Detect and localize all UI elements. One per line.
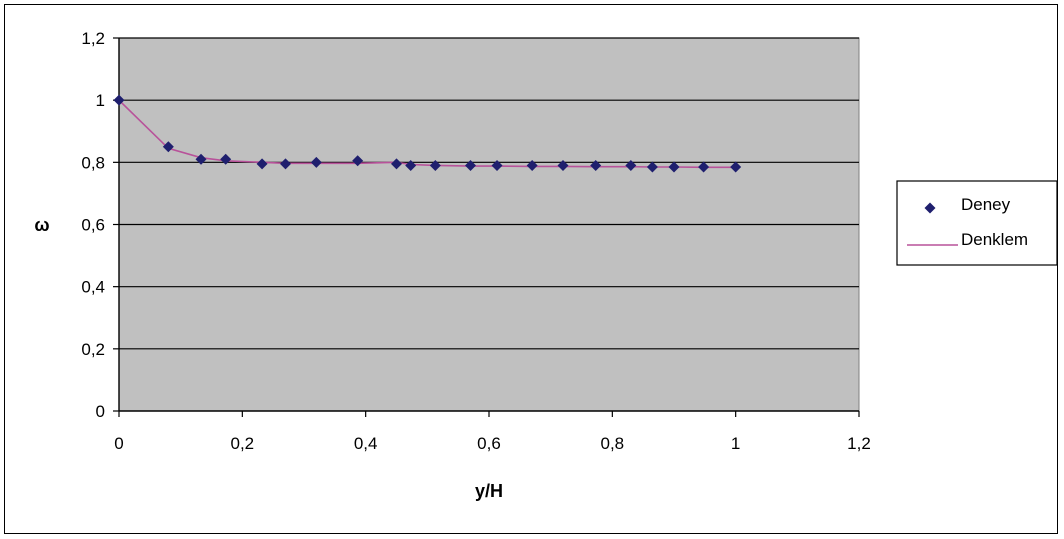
data-point-deney bbox=[310, 156, 322, 168]
data-point-deney bbox=[256, 158, 268, 170]
y-tick-labels: 0 0,2 0,4 0,6 0,8 1 1,2 bbox=[81, 29, 105, 421]
x-tick-label: 1 bbox=[731, 434, 740, 453]
data-point-deney bbox=[405, 159, 417, 171]
data-point-deney bbox=[491, 159, 503, 171]
data-point-deney bbox=[391, 158, 402, 170]
data-point-deney bbox=[698, 161, 710, 173]
data-point-deney bbox=[557, 159, 569, 171]
data-point-deney bbox=[220, 153, 232, 165]
legend-label: Deney bbox=[961, 195, 1011, 214]
data-point-deney bbox=[590, 159, 602, 171]
data-point-deney bbox=[526, 159, 538, 171]
y-axis-label: ω bbox=[34, 215, 49, 235]
data-point-deney bbox=[162, 141, 174, 153]
y-tick-label: 1 bbox=[96, 91, 105, 110]
x-tick-label: 0 bbox=[114, 434, 123, 453]
series-deney-group bbox=[113, 94, 742, 173]
data-point-deney bbox=[113, 94, 125, 106]
data-point-deney bbox=[646, 161, 658, 173]
y-tick-label: 1,2 bbox=[81, 29, 105, 48]
legend: Deney Denklem bbox=[896, 180, 1058, 266]
x-tick-label: 0,8 bbox=[601, 434, 625, 453]
x-tick-labels: 0 0,2 0,4 0,6 0,8 1 1,2 bbox=[114, 434, 871, 453]
x-tick-label: 1,2 bbox=[847, 434, 871, 453]
x-axis-label: y/H bbox=[475, 481, 503, 501]
data-point-deney bbox=[730, 161, 742, 173]
data-point-deney bbox=[625, 159, 637, 171]
x-tick-label: 0,6 bbox=[477, 434, 501, 453]
data-point-deney bbox=[352, 155, 364, 167]
y-tick-label: 0 bbox=[96, 402, 105, 421]
y-tick-label: 0,2 bbox=[81, 340, 105, 359]
y-tick-label: 0,4 bbox=[81, 278, 105, 297]
legend-marker-deney bbox=[924, 202, 936, 214]
data-point-deney bbox=[429, 159, 441, 171]
data-point-deney bbox=[195, 153, 207, 165]
x-tick-label: 0,2 bbox=[231, 434, 255, 453]
y-tick-label: 0,8 bbox=[81, 153, 105, 172]
legend-label: Denklem bbox=[961, 230, 1028, 249]
data-point-deney bbox=[280, 158, 291, 170]
legend-box bbox=[896, 180, 1058, 266]
y-tick-label: 0,6 bbox=[81, 216, 105, 235]
data-point-deney bbox=[668, 161, 680, 173]
x-tick-label: 0,4 bbox=[354, 434, 378, 453]
data-point-deney bbox=[465, 159, 476, 171]
